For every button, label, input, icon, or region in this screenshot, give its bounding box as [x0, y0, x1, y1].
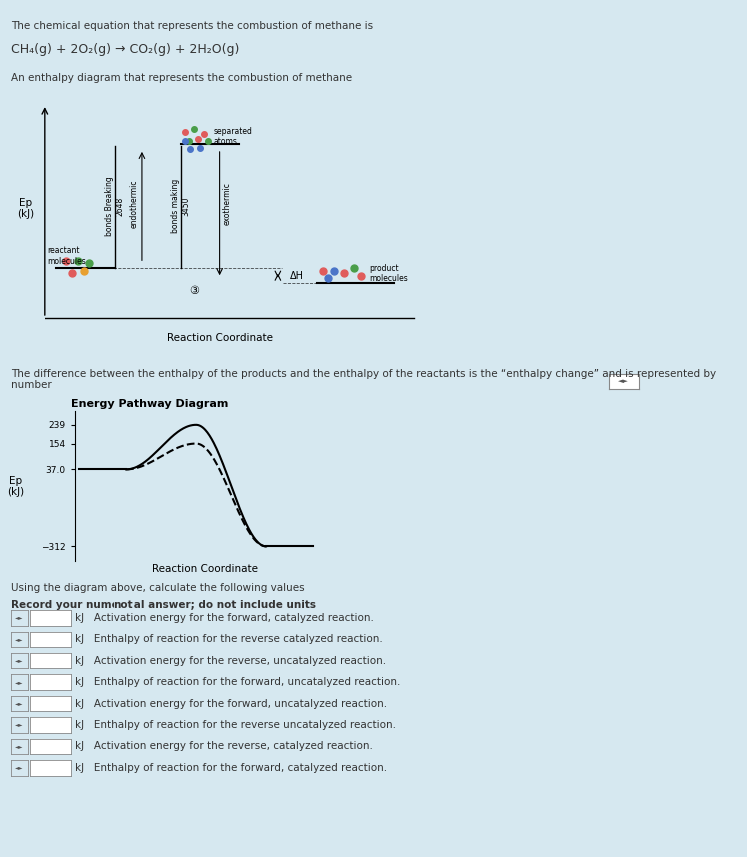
Text: ◄►: ◄► [619, 378, 629, 385]
Text: not: not [114, 600, 133, 610]
Text: Record your numerical answer; do not include units: Record your numerical answer; do not inc… [11, 600, 316, 610]
Text: ◄►: ◄► [15, 658, 24, 663]
Text: ③: ③ [190, 285, 199, 296]
Text: reactant
molecules: reactant molecules [47, 246, 85, 266]
Text: Energy Pathway Diagram: Energy Pathway Diagram [71, 399, 228, 409]
Text: The chemical equation that represents the combustion of methane is: The chemical equation that represents th… [11, 21, 374, 32]
Text: kJ   Enthalpy of reaction for the reverse catalyzed reaction.: kJ Enthalpy of reaction for the reverse … [75, 634, 382, 644]
Text: ◄►: ◄► [15, 615, 24, 620]
Text: kJ   Activation energy for the reverse, catalyzed reaction.: kJ Activation energy for the reverse, ca… [75, 741, 373, 752]
Text: ◄►: ◄► [15, 722, 24, 728]
Text: ΔH: ΔH [290, 271, 303, 281]
X-axis label: Reaction Coordinate: Reaction Coordinate [152, 564, 258, 574]
Text: CH₄(g) + 2O₂(g) → CO₂(g) + 2H₂O(g): CH₄(g) + 2O₂(g) → CO₂(g) + 2H₂O(g) [11, 43, 240, 56]
Text: ◄►: ◄► [15, 744, 24, 749]
Text: ◄►: ◄► [15, 765, 24, 770]
Text: An enthalpy diagram that represents the combustion of methane: An enthalpy diagram that represents the … [11, 73, 353, 83]
Text: The difference between the enthalpy of the products and the enthalpy of the reac: The difference between the enthalpy of t… [11, 369, 716, 390]
Text: bonds Breaking
2648: bonds Breaking 2648 [105, 177, 125, 236]
Text: kJ   Enthalpy of reaction for the forward, uncatalyzed reaction.: kJ Enthalpy of reaction for the forward,… [75, 677, 400, 687]
Text: Reaction Coordinate: Reaction Coordinate [167, 333, 273, 343]
Text: ◄►: ◄► [15, 637, 24, 642]
Text: exothermic: exothermic [223, 183, 232, 225]
Text: kJ   Enthalpy of reaction for the reverse uncatalyzed reaction.: kJ Enthalpy of reaction for the reverse … [75, 720, 396, 730]
Text: ◄►: ◄► [15, 701, 24, 706]
Text: ◄►: ◄► [15, 680, 24, 685]
Text: endothermic: endothermic [130, 179, 139, 228]
Text: Using the diagram above, calculate the following values: Using the diagram above, calculate the f… [11, 583, 305, 593]
Text: Ep
(kJ): Ep (kJ) [17, 198, 34, 219]
Text: product
molecules: product molecules [369, 263, 408, 283]
Text: kJ   Activation energy for the forward, catalyzed reaction.: kJ Activation energy for the forward, ca… [75, 613, 374, 623]
Text: kJ   Activation energy for the reverse, uncatalyzed reaction.: kJ Activation energy for the reverse, un… [75, 656, 385, 666]
Y-axis label: Ep
(kJ): Ep (kJ) [7, 476, 25, 497]
Text: kJ   Enthalpy of reaction for the forward, catalyzed reaction.: kJ Enthalpy of reaction for the forward,… [75, 763, 387, 773]
Text: bonds making
3450: bonds making 3450 [171, 179, 190, 233]
Text: separated
atoms: separated atoms [214, 127, 252, 147]
Text: kJ   Activation energy for the forward, uncatalyzed reaction.: kJ Activation energy for the forward, un… [75, 698, 387, 709]
